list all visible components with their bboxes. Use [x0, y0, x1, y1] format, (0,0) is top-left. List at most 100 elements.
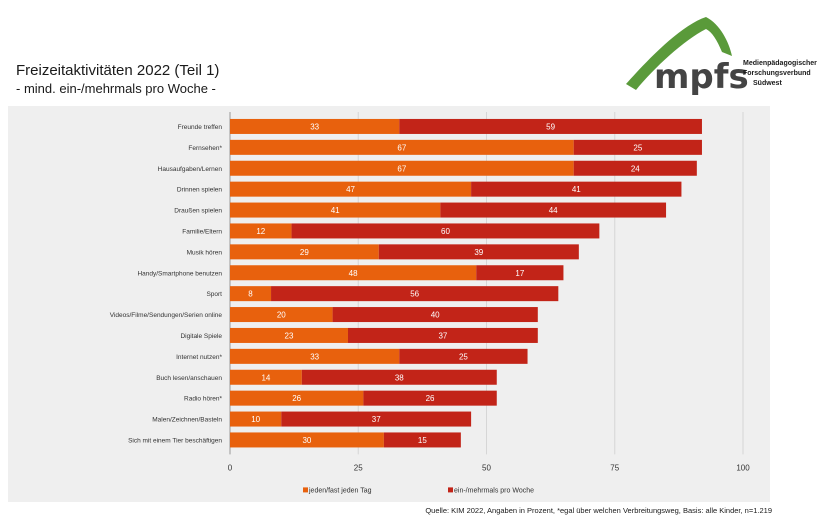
legend-swatch [303, 487, 308, 493]
bar-segment [230, 286, 272, 302]
x-tick-label: 100 [736, 463, 750, 472]
mpfs-logo: mpfs [624, 12, 832, 98]
bar-segment [332, 307, 538, 323]
data-label: 47 [346, 185, 355, 194]
bar-segment [230, 432, 384, 448]
logo-line2: Forschungsverbund [743, 70, 811, 77]
data-label: 41 [331, 206, 340, 215]
data-label: 56 [410, 290, 419, 299]
legend-label: ein-/mehrmals pro Woche [454, 487, 534, 494]
data-label: 41 [572, 185, 581, 194]
bar-segment [378, 244, 579, 260]
bar-segment [230, 202, 441, 218]
logo-line1: Medienpädagogischer [743, 60, 817, 67]
data-label: 59 [546, 122, 555, 131]
bar-segment [230, 223, 292, 239]
category-label: Handy/Smartphone benutzen [137, 270, 222, 277]
data-label: 30 [302, 436, 311, 445]
mpfs-logo-mark: mpfs [626, 17, 749, 97]
data-label: 38 [395, 373, 404, 382]
data-label: 48 [349, 269, 358, 278]
bar-segment [301, 369, 497, 385]
category-label: Malen/Zeichnen/Basteln [152, 417, 222, 424]
bar-segment [271, 286, 559, 302]
data-label: 60 [441, 227, 450, 236]
bar-segment [281, 411, 472, 427]
bar-segment [230, 327, 348, 343]
bar-segment [230, 139, 574, 155]
data-label: 24 [631, 164, 640, 173]
category-label: Drinnen spielen [177, 187, 223, 194]
data-label: 40 [431, 311, 440, 320]
category-label: Radio hören* [184, 396, 222, 403]
bar-segment [363, 390, 497, 406]
bar-segment [383, 432, 461, 448]
data-label: 26 [292, 394, 301, 403]
category-label: Fernsehen* [188, 145, 222, 152]
stacked-bar-chart: 0 25 50 75 100 Freunde treffen 33 59 Fernsehen* 6… [110, 112, 750, 494]
bar-segment [230, 181, 472, 197]
logo-wordmark: mpfs [654, 57, 749, 97]
data-label: 33 [310, 352, 319, 361]
bar-segment [230, 390, 364, 406]
bar-segment [573, 139, 702, 155]
data-label: 29 [300, 248, 309, 257]
x-tick-label: 50 [482, 463, 491, 472]
data-label: 10 [251, 415, 260, 424]
bar-segment [347, 327, 538, 343]
data-label: 44 [549, 206, 558, 215]
data-label: 26 [426, 394, 435, 403]
data-label: 17 [515, 269, 524, 278]
bar-segment [230, 265, 477, 281]
category-label: Digitale Spiele [180, 333, 222, 340]
bar-segment [476, 265, 564, 281]
category-label: Freunde treffen [178, 124, 223, 131]
chart-subtitle: - mind. ein-/mehrmals pro Woche - [16, 81, 216, 96]
category-label: Draußen spielen [174, 208, 222, 215]
data-label: 33 [310, 122, 319, 131]
category-label: Buch lesen/anschauen [156, 375, 222, 382]
data-label: 37 [372, 415, 381, 424]
data-label: 8 [248, 290, 253, 299]
data-label: 12 [256, 227, 265, 236]
x-tick-label: 75 [610, 463, 619, 472]
x-tick-label: 25 [354, 463, 363, 472]
chart-title: Freizeitaktivitäten 2022 (Teil 1) [16, 62, 220, 79]
category-label: Sport [206, 291, 222, 298]
logo-org-name: Medienpädagogischer Forschungsverbund Sü… [743, 59, 817, 89]
data-label: 15 [418, 436, 427, 445]
data-label: 20 [277, 311, 286, 320]
bar-segment [230, 348, 400, 364]
bar-segment [291, 223, 600, 239]
bar-segment [230, 118, 400, 134]
data-label: 67 [397, 164, 406, 173]
bar-segment [230, 160, 574, 176]
category-label: Internet nutzen* [176, 354, 222, 361]
data-label: 25 [459, 352, 468, 361]
logo-line3: Südwest [753, 80, 782, 87]
legend-label: jeden/fast jeden Tag [308, 487, 372, 494]
category-label: Musik hören [187, 249, 223, 256]
data-label: 67 [397, 143, 406, 152]
category-label: Familie/Eltern [182, 228, 222, 235]
bar-segment [230, 244, 379, 260]
logo-arc [626, 17, 732, 90]
legend-swatch [448, 487, 453, 493]
data-label: 14 [261, 373, 270, 382]
data-label: 23 [285, 331, 294, 340]
bar-segment [573, 160, 697, 176]
x-tick-label: 0 [228, 463, 233, 472]
data-label: 39 [474, 248, 483, 257]
bar-segment [440, 202, 667, 218]
bar-segment [399, 118, 702, 134]
category-label: Hausaufgaben/Lernen [158, 166, 223, 173]
category-label: Videos/Filme/Sendungen/Serien online [110, 312, 223, 319]
bar-segment [230, 307, 333, 323]
bar-segment [471, 181, 682, 197]
bar-segment [230, 411, 282, 427]
category-label: Sich mit einem Tier beschäftigen [128, 437, 222, 444]
bar-segment [399, 348, 528, 364]
source-note: Quelle: KIM 2022, Angaben in Prozent, *e… [425, 506, 772, 515]
data-label: 25 [633, 143, 642, 152]
bar-segment [230, 369, 302, 385]
